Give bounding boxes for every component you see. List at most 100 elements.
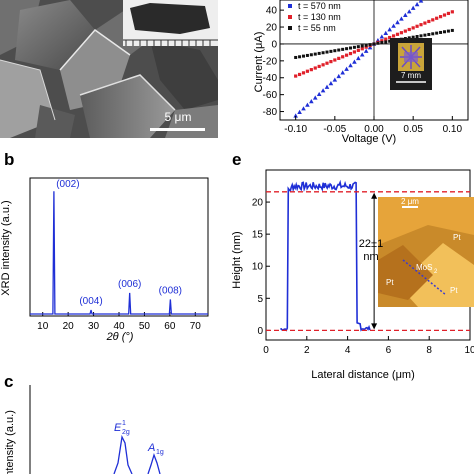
iv-point (356, 48, 360, 52)
iv-point (391, 23, 396, 28)
iv-point (364, 45, 368, 49)
iv-point (406, 9, 412, 14)
iv-point (352, 59, 357, 64)
iv-point (415, 24, 419, 28)
iv-point (384, 40, 388, 44)
afm-ytick-label: 5 (257, 294, 263, 305)
iv-point (415, 35, 419, 39)
iv-point (317, 51, 321, 55)
iv-point (431, 18, 435, 22)
iv-point (332, 77, 338, 82)
iv-point (411, 26, 415, 30)
iv-legend-label: t = 130 nm (298, 12, 341, 22)
iv-point (333, 49, 337, 53)
afm-chart: 0 2 4 6 8 10 0 5 10 15 20 2 μm Pt MoS 2 Pt Pt 22±1… (231, 169, 474, 381)
iv-point (438, 15, 443, 19)
iv-point (368, 43, 372, 47)
iv-legend-marker (288, 4, 292, 8)
iv-point (297, 109, 302, 114)
iv-ytick-label: -80 (263, 107, 278, 118)
panel-letter-c: c (4, 372, 14, 391)
iv-point (411, 35, 415, 39)
xrd-xtick-label: 10 (37, 321, 49, 332)
iv-point (395, 19, 400, 25)
iv-point (312, 95, 318, 100)
iv-point (297, 72, 302, 77)
iv-point (379, 34, 385, 39)
afm-step-value: 22±1 (359, 238, 383, 250)
iv-point (329, 60, 333, 64)
iv-point (333, 58, 337, 62)
afm-ytick-label: 10 (252, 262, 264, 273)
iv-ytick-label: 0 (271, 39, 277, 50)
afm-ytick-label: 0 (257, 326, 263, 337)
iv-point (348, 51, 353, 56)
iv-point (403, 29, 407, 33)
iv-ytick-label: 40 (266, 6, 278, 17)
iv-point (293, 113, 298, 118)
device-inset-scale: 7 mm (401, 71, 421, 80)
iv-point (321, 63, 325, 67)
iv-point (325, 61, 329, 65)
afm-ytick-label: 15 (252, 230, 264, 241)
afm-inset (378, 197, 474, 307)
iv-point (360, 47, 364, 51)
xrd-chart: 10 20 30 40 50 60 70 (002) (004) (006) (008) XRD … (0, 177, 209, 343)
xrd-peak-label: (008) (159, 285, 182, 296)
iv-point (316, 91, 322, 97)
iv-point (414, 2, 420, 7)
iv-point (407, 36, 411, 40)
iv-point (317, 64, 321, 69)
iv-point (337, 48, 341, 52)
iv-ytick-label: -60 (263, 90, 278, 101)
iv-point (384, 37, 388, 41)
iv-point (325, 50, 329, 54)
iv-point (328, 81, 334, 86)
afm-guides (266, 191, 470, 332)
iv-series (293, 0, 454, 118)
iv-point (435, 16, 439, 20)
afm-inset-scale: 2 μm (401, 197, 419, 206)
afm-inset-mos2-subscript: 2 (434, 269, 438, 275)
iv-xtick-label: -0.10 (284, 124, 307, 135)
iv-legend-marker (288, 15, 292, 19)
sem-scale-label: 5 μm (164, 110, 192, 124)
xrd-xtick-label: 50 (139, 321, 151, 332)
iv-point (305, 102, 310, 107)
afm-profile-line (280, 179, 371, 332)
iv-point (443, 30, 446, 34)
xrd-xlabel: 2θ (°) (106, 331, 134, 343)
iv-point (407, 27, 411, 32)
iv-point (419, 23, 423, 27)
iv-point (320, 88, 326, 93)
iv-point (364, 43, 368, 47)
iv-point (446, 29, 450, 33)
raman-peak-e-sub: 2g (122, 429, 130, 436)
afm-ytick-label: 20 (252, 198, 264, 209)
raman-peak-a-sub: 1g (156, 449, 164, 456)
iv-point (431, 32, 435, 36)
iv-point (340, 70, 345, 75)
iv-point (446, 11, 451, 16)
iv-xtick-label: 0.10 (443, 124, 463, 135)
iv-ytick-label: -20 (263, 56, 278, 67)
iv-legend: t = 570 nmt = 130 nmt = 55 nm (288, 1, 341, 33)
iv-ytick-label: -40 (263, 73, 278, 84)
iv-ticks: -0.10 -0.05 0.00 0.05 0.10 40 20 0 -20 -40 -60 -80 (263, 6, 463, 135)
iv-point (294, 74, 298, 78)
iv-point (298, 55, 302, 59)
xrd-peak-label: (004) (79, 296, 102, 307)
iv-point (439, 30, 443, 34)
iv-point (301, 106, 306, 111)
iv-point (399, 16, 404, 21)
afm-inset-mos2: MoS (416, 263, 432, 272)
panel-letter-e: e (232, 150, 242, 169)
iv-point (321, 51, 325, 55)
afm-inset-pt-left: Pt (386, 278, 394, 287)
iv-point (423, 21, 427, 25)
xrd-xtick-label: 60 (164, 321, 176, 332)
iv-point (344, 66, 349, 71)
iv-point (427, 19, 431, 24)
iv-point (419, 34, 423, 38)
xrd-pattern-line (30, 191, 208, 315)
